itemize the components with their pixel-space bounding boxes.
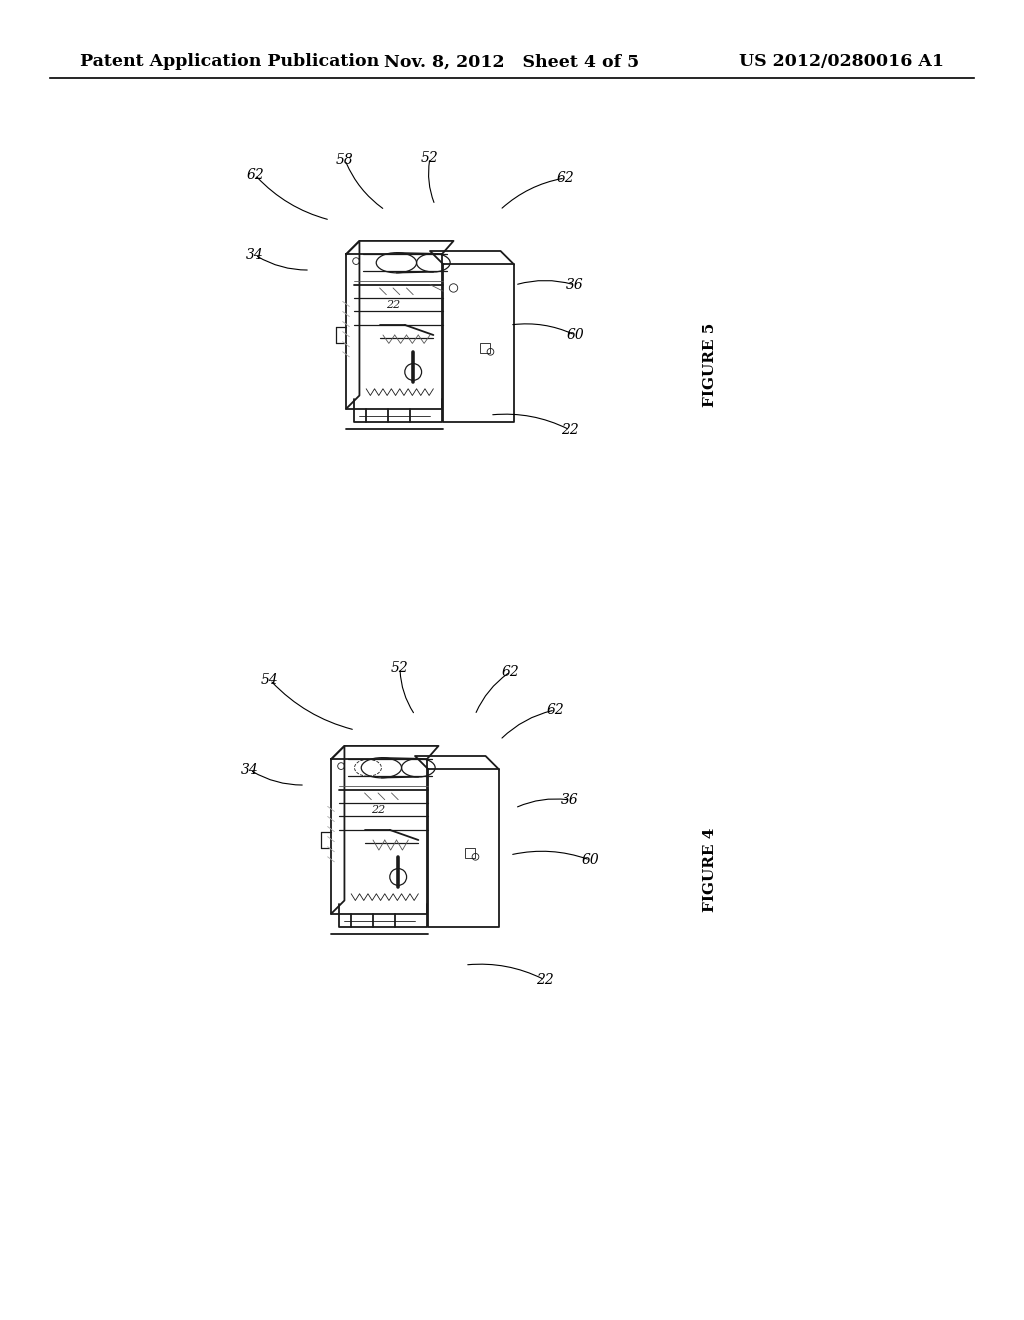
- Text: 54: 54: [261, 673, 279, 686]
- Text: Nov. 8, 2012   Sheet 4 of 5: Nov. 8, 2012 Sheet 4 of 5: [384, 54, 640, 70]
- Text: Patent Application Publication: Patent Application Publication: [80, 54, 379, 70]
- Bar: [465, 849, 475, 858]
- Text: 52: 52: [391, 661, 409, 675]
- Text: 58: 58: [336, 153, 354, 168]
- Text: 62: 62: [556, 172, 573, 185]
- Text: US 2012/0280016 A1: US 2012/0280016 A1: [739, 54, 944, 70]
- Text: 52: 52: [421, 150, 439, 165]
- Text: 22: 22: [561, 422, 579, 437]
- Text: 34: 34: [246, 248, 264, 261]
- Text: 34: 34: [241, 763, 259, 777]
- Text: 36: 36: [566, 279, 584, 292]
- Text: FIGURE 4: FIGURE 4: [703, 828, 717, 912]
- Text: 36: 36: [561, 793, 579, 807]
- Text: 60: 60: [566, 327, 584, 342]
- Text: 62: 62: [246, 168, 264, 182]
- Text: 22: 22: [537, 973, 554, 987]
- Text: FIGURE 5: FIGURE 5: [703, 323, 717, 407]
- Text: 22: 22: [386, 300, 400, 310]
- Text: 22: 22: [371, 805, 385, 814]
- Text: 62: 62: [546, 704, 564, 717]
- Bar: [480, 343, 490, 354]
- Text: 60: 60: [582, 853, 599, 867]
- Text: 62: 62: [501, 665, 519, 678]
